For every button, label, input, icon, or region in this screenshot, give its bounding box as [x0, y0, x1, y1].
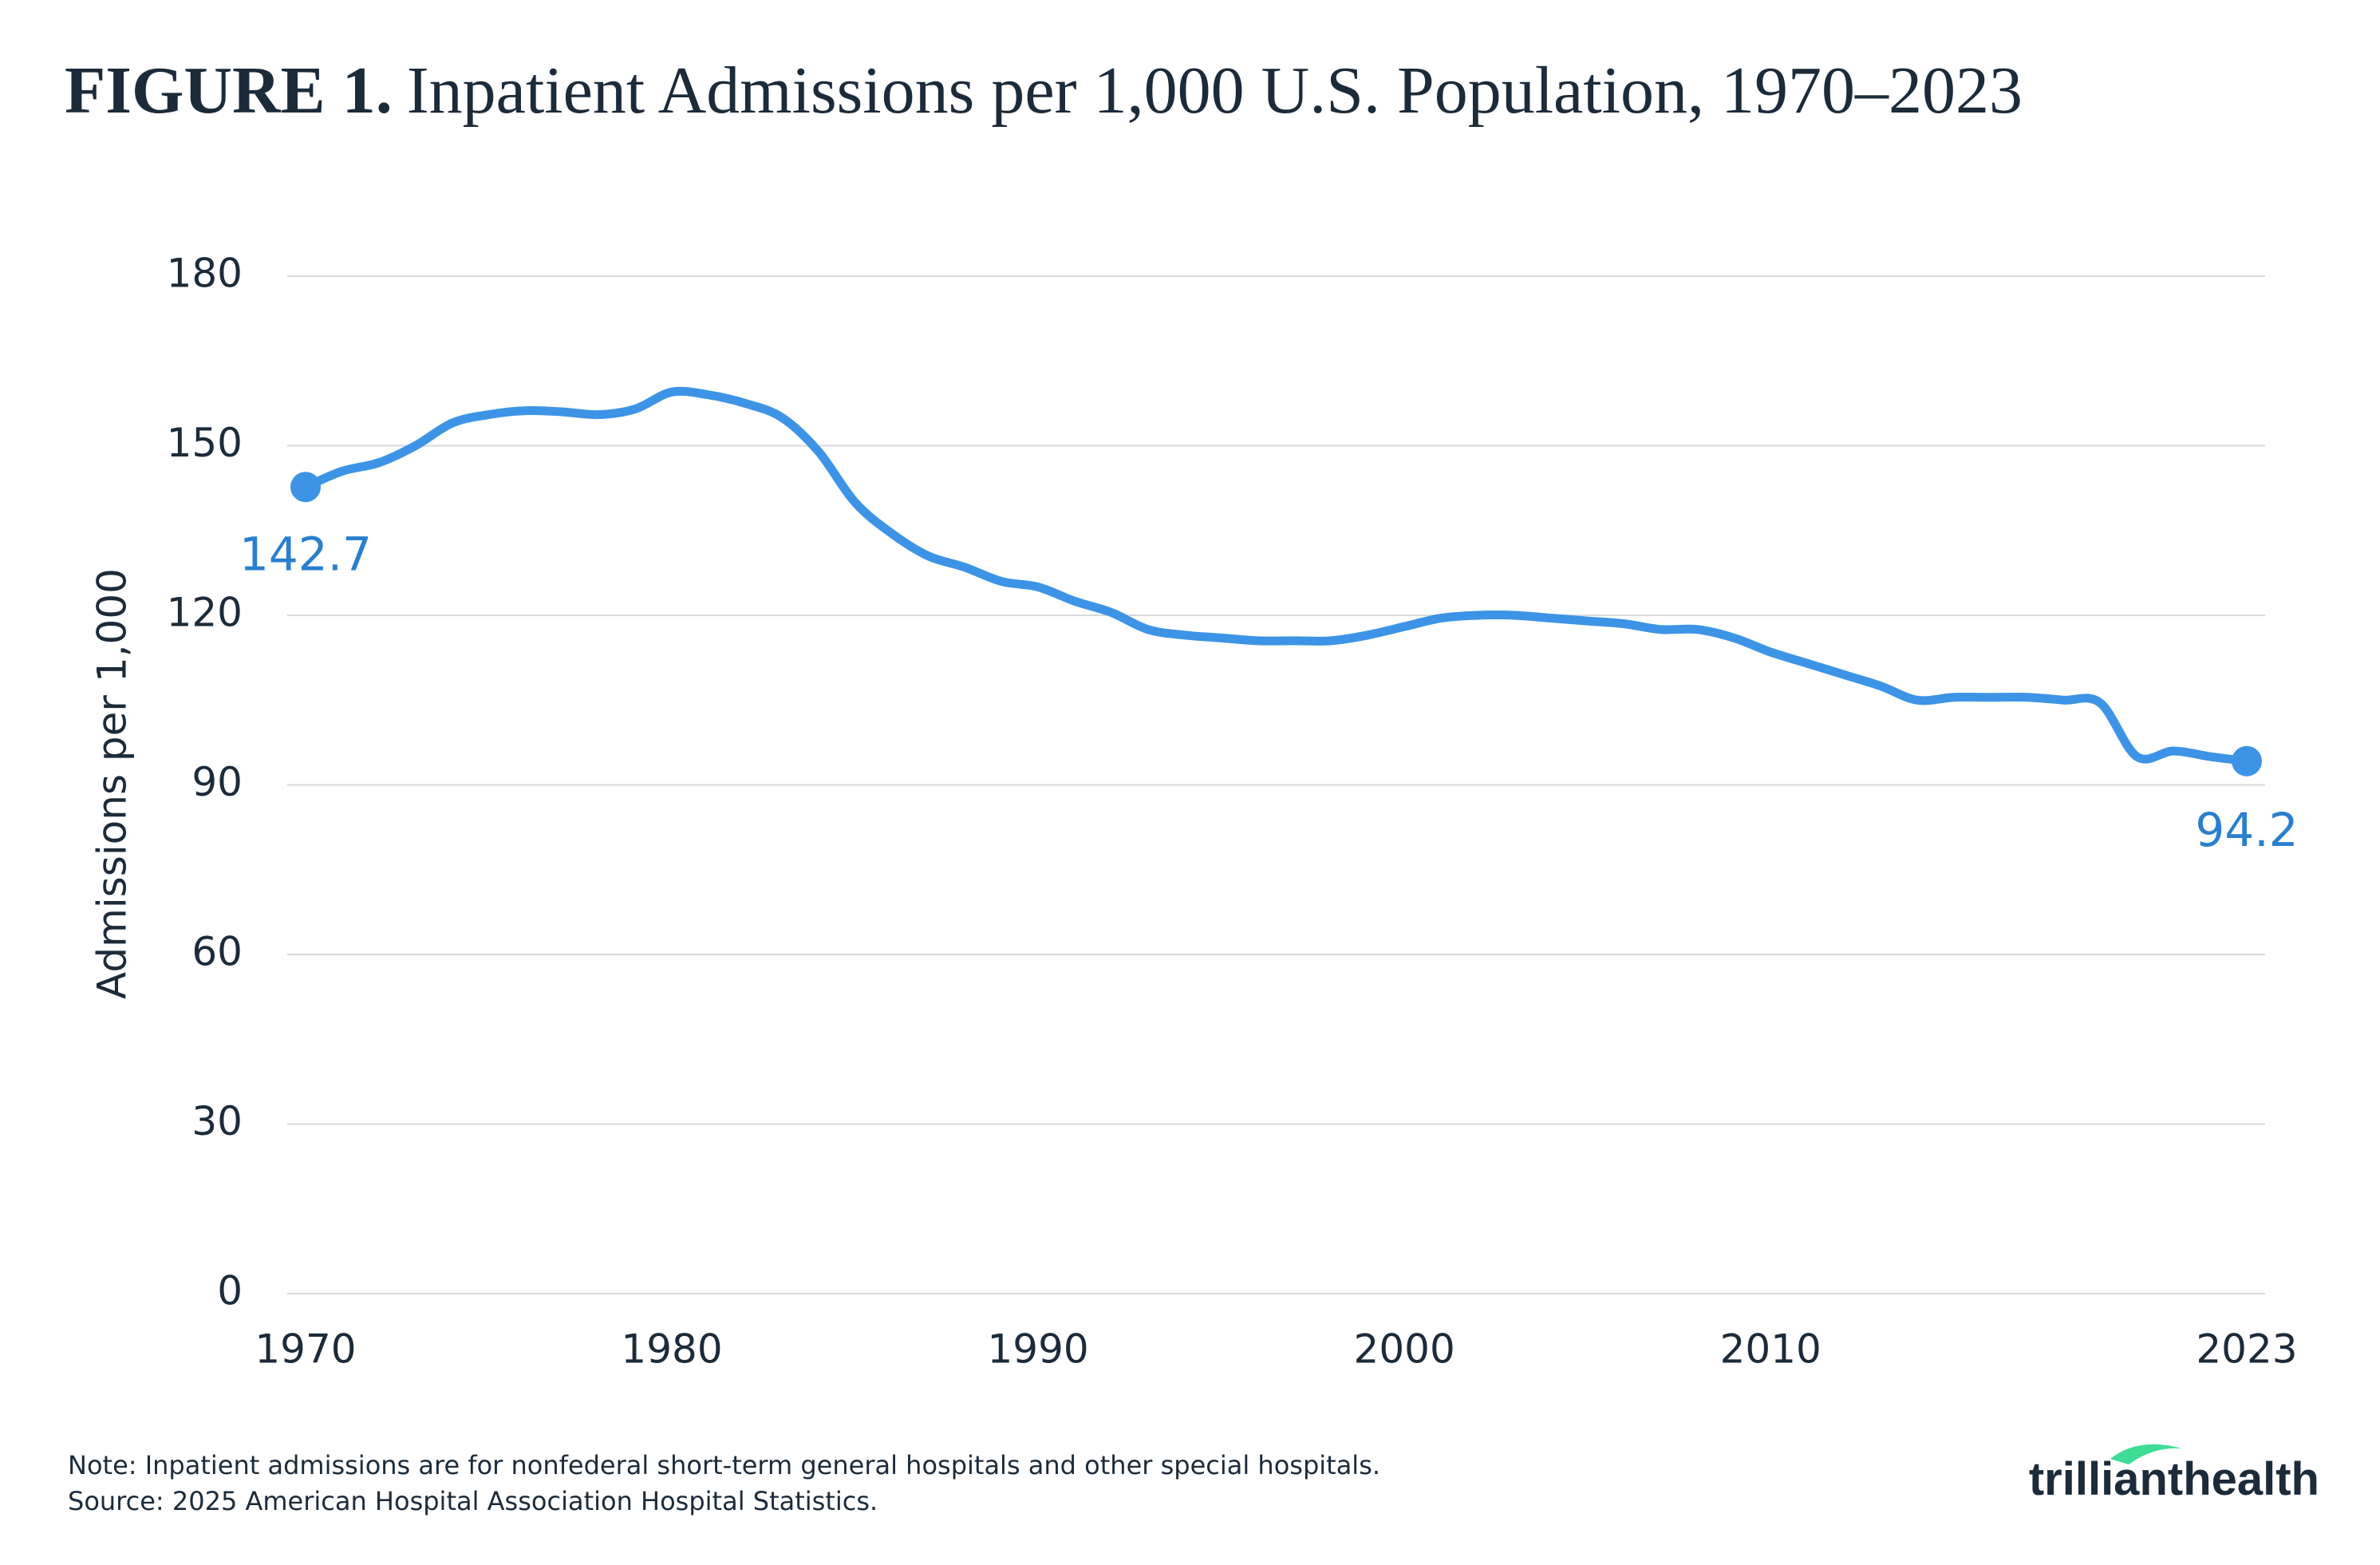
- end-point: [290, 472, 321, 503]
- y-tick-label: 30: [191, 1098, 243, 1144]
- x-tick-label: 1990: [987, 1326, 1088, 1373]
- source: Source: 2025 American Hospital Associati…: [68, 1486, 878, 1516]
- y-axis-label: Admissions per 1,000: [89, 568, 136, 999]
- data-label: 142.7: [239, 527, 372, 581]
- logo-swoosh: [2110, 1444, 2182, 1464]
- end-point: [2232, 745, 2262, 777]
- y-tick-label: 60: [191, 929, 243, 975]
- data-label: 94.2: [2195, 803, 2298, 857]
- x-tick-label: 1980: [621, 1326, 722, 1373]
- title-label: FIGURE 1.: [65, 53, 393, 128]
- x-tick-label: 2010: [1720, 1326, 1822, 1373]
- x-tick-label: 2023: [2196, 1326, 2297, 1373]
- title-text: Inpatient Admissions per 1,000 U.S. Popu…: [407, 53, 2023, 128]
- x-tick-label: 2000: [1354, 1326, 1455, 1373]
- note: Note: Inpatient admissions are for nonfe…: [68, 1450, 1380, 1480]
- brand-text: trillianthealth: [2029, 1453, 2319, 1505]
- brand-first: trilliant: [2029, 1453, 2183, 1505]
- y-tick-label: 150: [167, 420, 243, 466]
- line-series: [301, 386, 2252, 766]
- y-tick-label: 90: [191, 759, 243, 805]
- y-tick-label: 180: [167, 251, 243, 297]
- chart-title: FIGURE 1. Inpatient Admissions per 1,000 …: [65, 53, 2023, 128]
- y-tick-label: 0: [217, 1268, 243, 1314]
- brand-second: health: [2183, 1453, 2319, 1505]
- y-tick-label: 120: [167, 590, 243, 636]
- x-tick-label: 1970: [255, 1326, 356, 1373]
- brand-logo: trillianthealth: [2029, 1444, 2319, 1505]
